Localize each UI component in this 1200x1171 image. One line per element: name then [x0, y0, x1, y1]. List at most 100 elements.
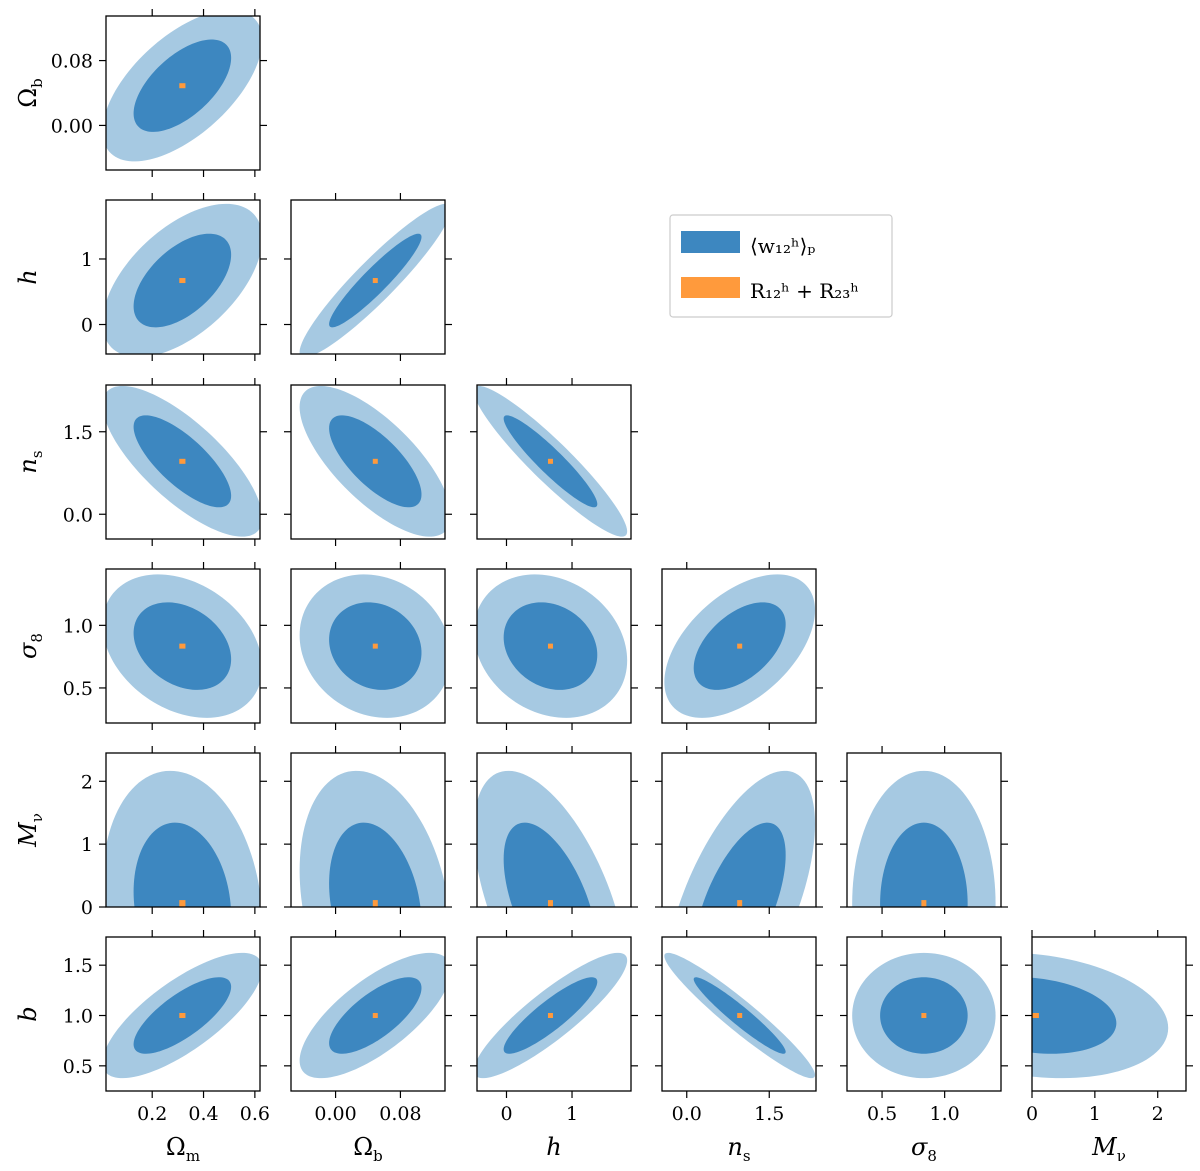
contours	[299, 203, 445, 354]
panel-mnu-vs-b	[1025, 930, 1193, 1098]
panel-h-vs-ns	[470, 378, 638, 546]
y-tick-label: 1	[81, 249, 93, 271]
x-tick-label: 0	[1026, 1103, 1038, 1125]
panel-omega-m-vs-h	[99, 193, 267, 361]
contours	[852, 770, 996, 907]
contours	[477, 770, 616, 907]
legend-label-wp: ⟨w₁₂ʰ⟩ₚ	[750, 234, 815, 258]
x-tick-label: 1	[566, 1103, 578, 1125]
orange-contour	[921, 1013, 927, 1019]
contours	[299, 952, 445, 1079]
panel-h-vs-b	[470, 930, 638, 1098]
panel-omega-b-vs-mnu	[284, 746, 452, 914]
legend-swatch-R	[681, 277, 740, 298]
panel-h-vs-mnu	[470, 746, 638, 914]
x-tick-label: 0.5	[867, 1103, 897, 1125]
legend-label-R: R₁₂ʰ + R₂₃ʰ	[750, 279, 859, 303]
contours	[299, 386, 445, 537]
x-tick-label: 1.0	[930, 1103, 960, 1125]
y-axis-label-h: h	[14, 269, 42, 284]
x-tick-label: 1.5	[754, 1103, 784, 1125]
contours	[106, 203, 260, 354]
inner-contour	[880, 822, 968, 907]
panel-frame	[846, 752, 1002, 908]
contours	[477, 952, 628, 1079]
panel-frame	[290, 384, 446, 540]
y-tick-label: 0.5	[63, 678, 93, 700]
y-axis-label-mnu: Mν	[14, 813, 46, 848]
y-tick-label: 1	[81, 834, 93, 856]
orange-contour	[737, 643, 743, 649]
panel-frame	[105, 384, 261, 540]
orange-contour	[547, 1013, 553, 1019]
panel-frame	[105, 199, 261, 355]
y-tick-label: 1.5	[63, 422, 93, 444]
inner-contour	[329, 822, 421, 907]
x-axis-label-sigma8: σ8	[911, 1133, 937, 1165]
contours	[664, 952, 815, 1079]
contours	[477, 386, 628, 537]
panel-h-vs-sigma8	[470, 562, 638, 730]
x-tick-label: 0.00	[314, 1103, 356, 1125]
panel-frame	[290, 752, 446, 908]
panel-frame	[290, 568, 446, 724]
panel-omega-m-vs-omega-b	[99, 9, 267, 177]
contours	[299, 770, 445, 907]
panel-frame	[105, 936, 261, 1092]
panels-layer	[99, 9, 1193, 1098]
panel-frame	[476, 384, 632, 540]
y-tick-label: 1.0	[63, 615, 93, 637]
contours	[106, 386, 260, 537]
contours	[477, 574, 628, 718]
contours	[106, 952, 260, 1079]
panel-frame	[476, 752, 632, 908]
contours	[852, 952, 996, 1079]
y-tick-label: 0.5	[63, 1056, 93, 1078]
panel-frame	[476, 936, 632, 1092]
panel-omega-b-vs-h	[284, 193, 452, 361]
orange-contour	[921, 900, 927, 907]
orange-contour	[372, 278, 378, 284]
panel-omega-b-vs-ns	[284, 378, 452, 546]
x-axis-label-omega-m: Ωm	[166, 1133, 200, 1165]
orange-contour	[737, 900, 743, 907]
y-tick-label: 0	[81, 897, 93, 919]
panel-frame	[290, 936, 446, 1092]
panel-frame	[661, 568, 817, 724]
inner-contour	[1032, 977, 1117, 1054]
orange-contour	[179, 1013, 186, 1019]
contours	[106, 574, 260, 718]
panel-omega-m-vs-sigma8	[99, 562, 267, 730]
orange-contour	[179, 643, 186, 649]
orange-contour	[372, 643, 378, 649]
x-tick-label: 2	[1152, 1103, 1164, 1125]
x-axis-label-h: h	[546, 1133, 561, 1161]
panel-frame	[105, 752, 261, 908]
panel-ns-vs-sigma8	[655, 562, 823, 730]
legend: ⟨w₁₂ʰ⟩ₚ R₁₂ʰ + R₂₃ʰ	[669, 214, 893, 318]
orange-contour	[179, 900, 186, 907]
panel-frame	[476, 568, 632, 724]
y-tick-label: 1.0	[63, 1006, 93, 1028]
orange-contour	[179, 83, 186, 89]
panel-frame	[105, 568, 261, 724]
x-tick-label: 0	[500, 1103, 512, 1125]
orange-contour	[1032, 1013, 1039, 1019]
y-axis-label-ns: ns	[14, 450, 46, 473]
y-tick-label: 1.5	[63, 955, 93, 977]
x-axis-label-ns: ns	[727, 1133, 750, 1165]
contours	[106, 16, 260, 162]
inner-contour	[701, 822, 786, 907]
panel-omega-b-vs-b	[284, 930, 452, 1098]
orange-contour	[547, 900, 553, 907]
inner-contour	[503, 822, 591, 907]
contours	[106, 770, 260, 907]
y-tick-label: 0.0	[63, 504, 93, 526]
orange-contour	[372, 1013, 378, 1019]
y-tick-label: 0.00	[51, 115, 93, 137]
panel-ns-vs-b	[655, 930, 823, 1098]
panel-frame	[661, 752, 817, 908]
orange-contour	[737, 1013, 743, 1019]
panel-sigma8-vs-b	[840, 930, 1008, 1098]
